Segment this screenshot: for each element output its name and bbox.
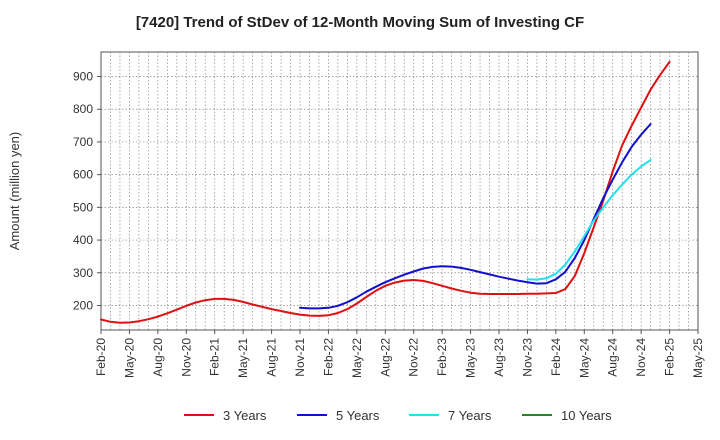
chart-title: [7420] Trend of StDev of 12-Month Moving… <box>135 14 585 31</box>
y-tick-label: 500 <box>73 200 93 214</box>
series-line-3-years <box>100 60 671 324</box>
series-layer <box>100 60 671 324</box>
y-tick-label: 600 <box>73 168 93 182</box>
y-tick-label: 700 <box>73 135 93 149</box>
x-tick-label: Nov-24 <box>634 338 648 377</box>
legend-label: 10 Years <box>561 408 612 423</box>
grid <box>100 52 699 330</box>
x-tick-label: Nov-20 <box>179 338 193 377</box>
x-tick-label: May-22 <box>350 338 364 378</box>
y-tick-label: 800 <box>73 102 93 116</box>
x-tick-label: Feb-22 <box>321 338 335 376</box>
x-tick-label: May-25 <box>691 338 705 378</box>
legend: 3 Years 5 Years 7 Years 10 Years <box>184 408 612 423</box>
x-tick-label: Aug-23 <box>492 338 506 377</box>
x-tick-label: Aug-24 <box>606 338 620 377</box>
x-tick-label: Feb-24 <box>549 338 563 376</box>
x-tick-label: Nov-21 <box>293 338 307 377</box>
x-tick-label: Feb-25 <box>663 338 677 376</box>
y-tick-label: 900 <box>73 70 93 84</box>
x-tick-label: Feb-20 <box>94 338 108 376</box>
legend-label: 3 Years <box>223 408 267 423</box>
x-tick-label: Feb-21 <box>208 338 222 376</box>
x-tick-label: May-23 <box>464 338 478 378</box>
x-tick-label: Feb-23 <box>435 338 449 376</box>
x-tick-label: Nov-22 <box>407 338 421 377</box>
x-tick-label: May-20 <box>122 338 136 378</box>
y-axis: 200 300 400 500 600 700 800 900 <box>73 70 101 312</box>
series-line-7-years <box>526 158 652 281</box>
legend-label: 5 Years <box>336 408 380 423</box>
x-tick-label: Aug-20 <box>151 338 165 377</box>
y-tick-label: 200 <box>73 298 93 312</box>
x-axis: Feb-20 May-20 Aug-20 Nov-20 Feb-21 May-21 Aug-… <box>94 330 705 378</box>
y-tick-label: 400 <box>73 233 93 247</box>
x-tick-label: Nov-23 <box>520 338 534 377</box>
y-tick-label: 300 <box>73 266 93 280</box>
x-tick-label: Aug-22 <box>378 338 392 377</box>
plot-frame <box>100 51 699 331</box>
x-tick-label: May-21 <box>236 338 250 378</box>
legend-label: 7 Years <box>448 408 492 423</box>
y-axis-title: Amount (million yen) <box>7 132 22 251</box>
x-tick-label: Aug-21 <box>265 338 279 377</box>
x-tick-label: May-24 <box>577 338 591 378</box>
